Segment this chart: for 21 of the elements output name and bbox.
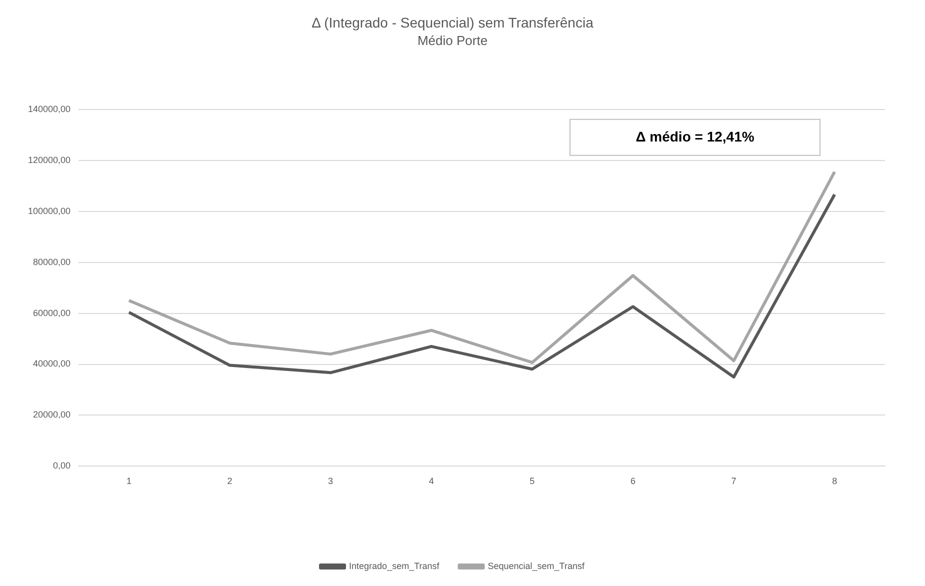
y-tick-label: 20000,00 [32, 410, 71, 420]
x-tick-label: 6 [630, 476, 636, 486]
x-tick-label: 4 [428, 476, 434, 486]
x-tick-label: 7 [731, 476, 736, 486]
y-tick-label: 60000,00 [32, 308, 71, 318]
y-tick-label: 100000,00 [28, 206, 71, 216]
legend-label: Sequencial_sem_Transf [488, 560, 585, 571]
y-tick-label: 120000,00 [28, 154, 71, 165]
y-tick-label: 140000,00 [28, 104, 71, 114]
chart-subtitle: Médio Porte [417, 33, 488, 48]
y-tick-label: 0,00 [53, 460, 71, 471]
annotation: Δ médio = 12,41% [636, 128, 755, 144]
x-tick-label: 3 [328, 476, 334, 486]
y-tick-label: 80000,00 [32, 256, 71, 267]
x-tick-label: 1 [126, 476, 132, 486]
x-tick-label: 2 [227, 476, 232, 486]
x-tick-label: 8 [832, 476, 838, 486]
x-tick-label: 5 [530, 476, 535, 486]
legend-label: Integrado_sem_Transf [349, 560, 440, 571]
chart-title: Δ (Integrado - Sequencial) sem Transferência [312, 14, 594, 30]
y-tick-label: 40000,00 [32, 358, 71, 369]
